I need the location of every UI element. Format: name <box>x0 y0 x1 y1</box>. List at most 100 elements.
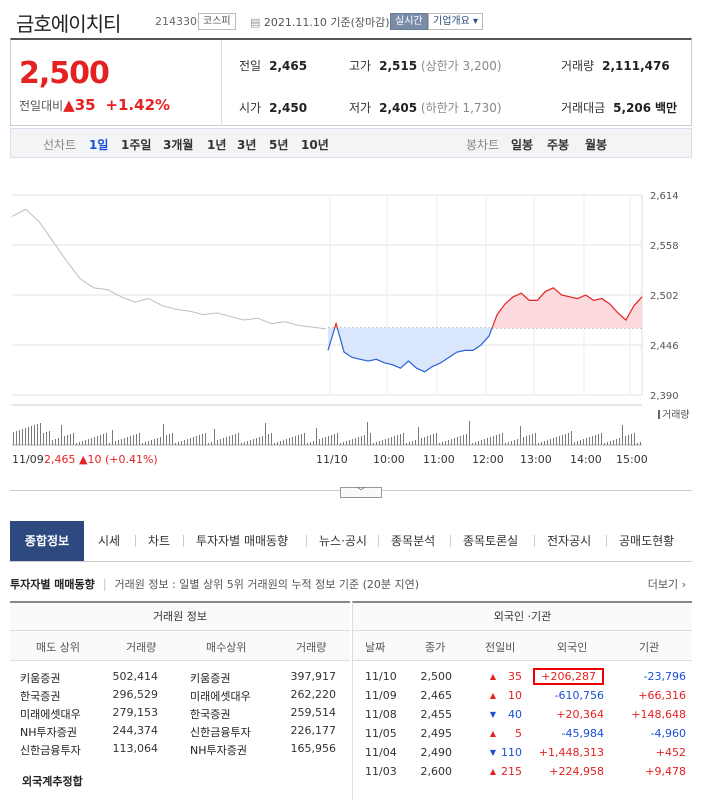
foreign-row: 11/03 2,600 ▲ 215 +224,958 +9,478 <box>353 763 692 782</box>
volume-bar <box>193 437 194 445</box>
period-10y[interactable]: 10년 <box>301 138 329 152</box>
realtime-button[interactable]: 실시간 <box>390 13 428 30</box>
volume-bar <box>157 438 158 445</box>
broker-name: 미래에셋대우 <box>20 708 81 721</box>
volume-bar <box>607 442 608 445</box>
candle-daily[interactable]: 일봉 <box>511 138 534 152</box>
row-institution: -4,960 <box>650 727 686 740</box>
volume-bar <box>472 443 473 445</box>
tab-analysis[interactable]: 종목분석 <box>391 534 436 548</box>
period-1d[interactable]: 1일 <box>89 138 109 152</box>
main-tabs: 종합정보 시세 차트 투자자별 매매동향 뉴스·공시 종목분석 종목토론실 전자… <box>10 521 692 562</box>
volume-bar <box>178 442 179 445</box>
tab-chart[interactable]: 차트 <box>148 534 171 548</box>
volume-bar <box>214 429 215 445</box>
volume-bar <box>232 435 233 445</box>
volume-bar <box>574 442 575 445</box>
volume-legend: 거래량 <box>662 409 690 421</box>
volume-bar <box>280 441 281 445</box>
volume-bar <box>64 436 65 445</box>
volume-bar <box>355 438 356 445</box>
period-3m[interactable]: 3개월 <box>163 138 194 152</box>
volume-bar <box>184 440 185 445</box>
volume-bar <box>388 438 389 445</box>
more-link[interactable]: 더보기 › <box>647 578 686 591</box>
volume-bar <box>55 439 56 445</box>
volume-bar <box>418 427 419 445</box>
broker-name: NH투자증권 <box>20 726 77 739</box>
volume-bar <box>334 434 335 445</box>
volume-bar <box>628 435 629 445</box>
volume-bar <box>181 441 182 445</box>
volume-bar <box>601 433 602 445</box>
tab-short-selling[interactable]: 공매도현황 <box>619 534 675 548</box>
low-price: 저가 2,405 (하한가 1,730) <box>349 99 502 116</box>
volume-bar <box>430 435 431 445</box>
volume-bar <box>310 442 311 445</box>
volume-bar <box>598 434 599 445</box>
volume-bar <box>481 440 482 445</box>
broker-name: 한국증권 <box>190 708 231 721</box>
company-overview-button[interactable]: 기업개요 ▾ <box>428 13 483 30</box>
prev-close: 전일 2,465 <box>239 57 307 74</box>
broker-name: NH투자증권 <box>190 744 247 757</box>
volume-bar <box>253 439 254 445</box>
volume-bar <box>376 442 377 445</box>
volume-bar <box>610 441 611 445</box>
candle-monthly[interactable]: 월봉 <box>585 138 608 152</box>
volume-bar <box>565 434 566 445</box>
volume-bar <box>622 425 623 445</box>
volume-bar <box>421 438 422 445</box>
volume-bar <box>115 441 116 445</box>
volume-bar <box>229 436 230 445</box>
tab-quote[interactable]: 시세 <box>98 534 121 548</box>
row-diff: 215 <box>501 765 522 778</box>
tab-summary[interactable]: 종합정보 <box>10 521 84 561</box>
prev-label: 전일 <box>239 59 262 73</box>
tab-disclosure[interactable]: 전자공시 <box>547 534 592 548</box>
broker-volume: 296,529 <box>112 688 159 701</box>
tab-discussion[interactable]: 종목토론실 <box>463 534 519 548</box>
candle-weekly[interactable]: 주봉 <box>547 138 570 152</box>
volume-bar <box>208 443 209 445</box>
volume-bar <box>259 437 260 445</box>
volume-bar <box>52 440 53 445</box>
volume-bar <box>289 438 290 445</box>
broker-row: 한국증권 296,529 미래에셋대우 262,220 <box>10 686 350 704</box>
volume-bar <box>427 436 428 445</box>
volume-bar <box>67 435 68 445</box>
broker-volume: 279,153 <box>112 706 159 719</box>
period-5y[interactable]: 5년 <box>269 138 289 152</box>
x-tick-label: 10:00 <box>373 453 405 466</box>
volume-bar <box>202 434 203 445</box>
volume-bar <box>124 438 125 445</box>
tab-news[interactable]: 뉴스·공시 <box>319 534 367 548</box>
volume-bar <box>196 436 197 445</box>
volume-bar <box>325 437 326 445</box>
volume-bar <box>151 440 152 445</box>
volume-bar <box>217 440 218 445</box>
foreign-title: 외국인 ·기관 <box>353 603 692 631</box>
volume-bar <box>379 441 380 445</box>
volume-bar <box>70 434 71 445</box>
volume-bar <box>475 442 476 445</box>
period-3y[interactable]: 3년 <box>237 138 257 152</box>
broker-volume: 165,956 <box>290 742 337 755</box>
volume-bar <box>139 433 140 445</box>
volume-bar <box>31 426 32 445</box>
volume-bar <box>34 425 35 445</box>
chart-collapse-toggle[interactable]: ﹀ <box>340 487 382 498</box>
period-1w[interactable]: 1주일 <box>121 138 152 152</box>
tab-investor[interactable]: 투자자별 매매동향 <box>196 534 289 548</box>
price-chart-svg: 2,614 2,558 2,502 2,446 2,390 11/10 10:00 11:0… <box>11 191 690 466</box>
volume-bar <box>169 434 170 445</box>
col-sell-top: 매도 상위 <box>36 641 80 654</box>
broker-name: 미래에셋대우 <box>190 690 251 703</box>
volume-value: 2,111,476 <box>602 59 670 73</box>
trade-amount: 거래대금 5,206 백만 <box>561 99 677 116</box>
volume-bar <box>298 435 299 445</box>
volume-bar <box>250 440 251 445</box>
volume-bar <box>433 434 434 445</box>
volume-bar <box>313 441 314 445</box>
period-1y[interactable]: 1년 <box>207 138 227 152</box>
